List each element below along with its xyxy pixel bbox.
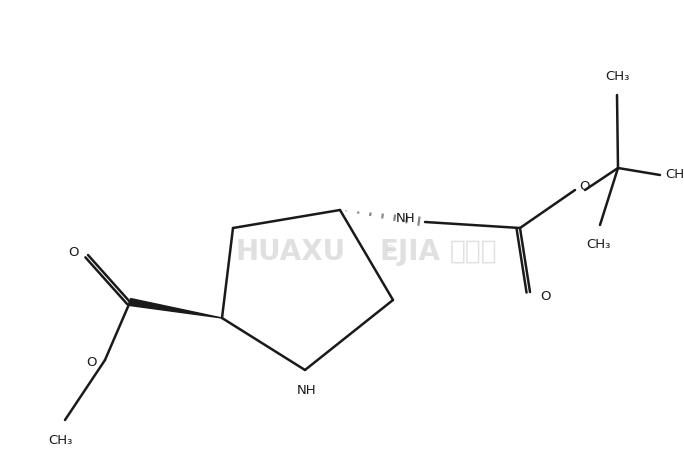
Text: O: O <box>540 291 551 303</box>
Text: CH₃: CH₃ <box>586 238 610 251</box>
Text: O: O <box>68 245 79 259</box>
Text: O: O <box>579 180 590 194</box>
Polygon shape <box>129 299 222 318</box>
Text: NH: NH <box>395 212 415 226</box>
Text: CH₃: CH₃ <box>665 169 684 181</box>
Text: HUAXU: HUAXU <box>235 238 345 266</box>
Text: CH₃: CH₃ <box>48 434 73 447</box>
Text: NH: NH <box>297 384 317 397</box>
Text: CH₃: CH₃ <box>605 70 629 83</box>
Text: 化学加: 化学加 <box>450 239 498 265</box>
Text: EJIA: EJIA <box>380 238 441 266</box>
Text: ®: ® <box>385 245 396 255</box>
Text: O: O <box>86 356 97 368</box>
